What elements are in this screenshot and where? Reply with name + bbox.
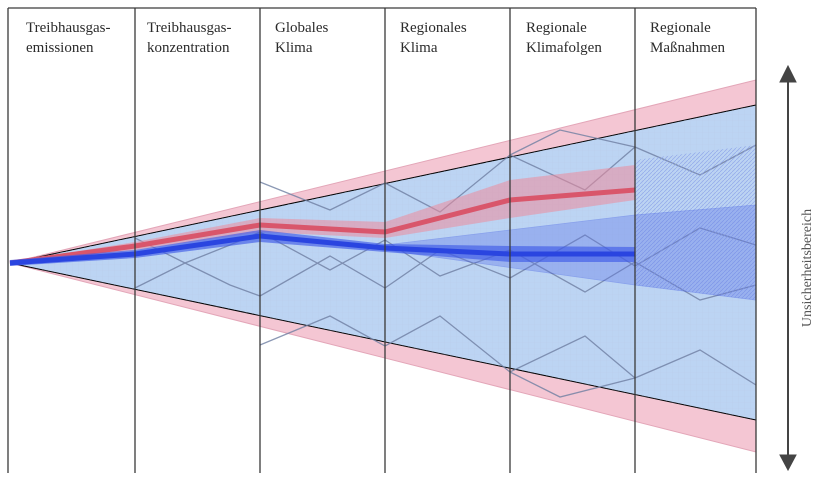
uncertainty-range-label: Unsicherheitsbereich — [800, 208, 815, 328]
column-label-emissions: Treibhausgas- emissionen — [26, 20, 111, 56]
red-scenario-line — [9, 187, 636, 266]
column-label-regional-impacts: Regionale Klimafolgen — [526, 20, 602, 56]
column-label-regional-measures: Regionale Maßnahmen — [650, 20, 725, 56]
regional-measures-spread — [635, 145, 756, 300]
column-label-concentration: Treibhausgas- konzentration — [147, 20, 232, 56]
column-label-global-climate: Globales Klima — [275, 20, 329, 56]
blue-scenario-band — [10, 230, 635, 266]
blue-scenario-line — [9, 233, 635, 266]
uncertainty-range-arrow — [779, 64, 797, 472]
column-label-regional-climate: Regionales Klima — [400, 20, 467, 56]
column-dividers — [7, 7, 757, 473]
